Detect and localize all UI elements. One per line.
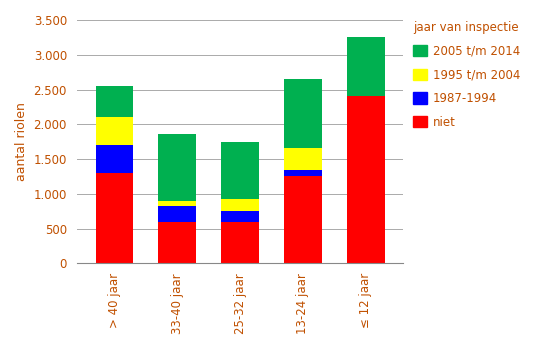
Bar — [221, 222, 259, 263]
Bar — [95, 173, 133, 263]
Bar — [347, 96, 385, 263]
Bar — [284, 79, 322, 148]
Bar — [95, 145, 133, 173]
Bar — [284, 148, 322, 170]
Bar — [158, 206, 196, 222]
Bar — [95, 117, 133, 145]
Bar — [284, 170, 322, 177]
Legend: 2005 t/m 2014, 1995 t/m 2004, 1987-1994, niet: 2005 t/m 2014, 1995 t/m 2004, 1987-1994,… — [413, 21, 520, 128]
Y-axis label: aantal riolen: aantal riolen — [15, 102, 28, 181]
Bar — [221, 199, 259, 210]
Bar — [347, 37, 385, 96]
Bar — [158, 222, 196, 263]
Bar — [221, 142, 259, 199]
Bar — [158, 201, 196, 206]
Bar — [95, 86, 133, 117]
Bar — [221, 210, 259, 222]
Bar — [158, 134, 196, 201]
Bar — [284, 177, 322, 263]
